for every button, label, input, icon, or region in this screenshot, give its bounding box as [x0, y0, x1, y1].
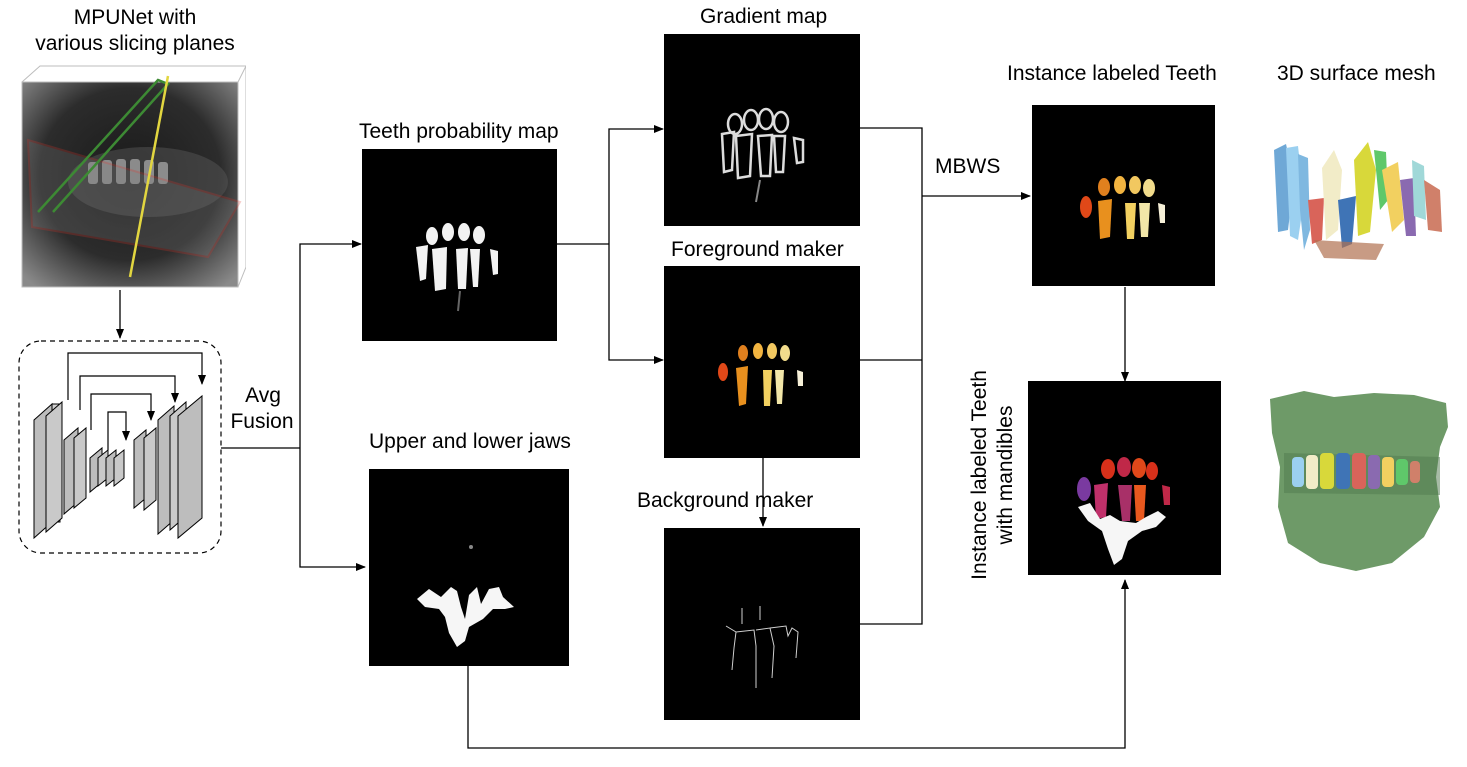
arrow-gradient-to-mbws: [860, 127, 923, 625]
teeth-probability-title: Teeth probability map: [359, 120, 559, 143]
teeth-probability-map: [362, 149, 557, 341]
gradient-map: [664, 34, 860, 226]
instance-mandible-line2: with mandibles: [994, 405, 1017, 545]
mpunet-title-line1: MPUNet with: [73, 6, 197, 29]
foreground-title: Foreground maker: [671, 238, 844, 261]
background-marker-map: [664, 528, 860, 720]
instance-labeled-teeth-map: [1032, 105, 1215, 286]
teeth-surface-mesh-render: [1264, 140, 1454, 268]
foreground-marker-map: [664, 266, 860, 458]
instance-teeth-title: Instance labeled Teeth: [1007, 62, 1217, 85]
arrow-prob-to-foreground: [608, 244, 664, 364]
arrow-prob-to-gradient: [608, 125, 664, 244]
surface-mesh-title: 3D surface mesh: [1277, 62, 1436, 85]
arrow-jaws-to-mandible: [467, 579, 1129, 749]
jaws-title: Upper and lower jaws: [369, 430, 571, 453]
fusion-label: Fusion: [230, 410, 294, 433]
instance-mandible-line1: Instance labeled Teeth: [968, 370, 991, 580]
unet-architecture-diagram: [18, 340, 222, 554]
mpunet-title-line2: various slicing planes: [35, 32, 235, 55]
instance-mandible-title: Instance labeled Teeth with mandibles: [967, 355, 1019, 595]
mbws-label: MBWS: [935, 155, 1001, 178]
upper-lower-jaws-map: [369, 469, 569, 666]
avg-label: Avg: [245, 384, 281, 407]
arrow-fusion-to-jaws: [299, 448, 366, 571]
instance-teeth-with-mandibles-map: [1028, 381, 1221, 575]
cbct-volume-image: [18, 62, 246, 292]
gradient-title: Gradient map: [700, 5, 828, 28]
mandible-surface-mesh-render: [1264, 387, 1454, 577]
background-title: Background maker: [637, 489, 814, 512]
arrow-fusion-to-prob: [299, 240, 362, 448]
